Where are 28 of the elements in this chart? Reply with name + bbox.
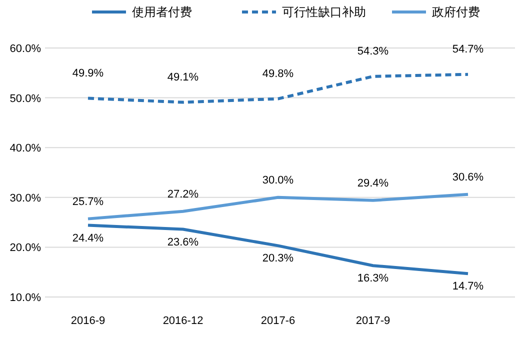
data-label: 49.9%: [72, 67, 104, 80]
y-tick-label: 20.0%: [10, 242, 42, 254]
legend-label: 政府付费: [432, 5, 480, 19]
data-label: 27.2%: [167, 188, 199, 200]
data-label: 54.3%: [357, 45, 389, 58]
data-label: 24.4%: [72, 232, 104, 244]
y-tick-label: 60.0%: [10, 43, 42, 55]
data-label: 23.6%: [167, 236, 199, 248]
y-tick-label: 30.0%: [10, 192, 42, 204]
x-tick-label: 2016-12: [162, 315, 204, 327]
data-label: 30.6%: [452, 171, 484, 184]
data-label: 29.4%: [357, 177, 389, 190]
data-label: 49.1%: [167, 71, 199, 84]
legend-label: 使用者付费: [132, 5, 192, 19]
x-tick-label: 2017-9: [356, 315, 390, 327]
data-label: 25.7%: [72, 196, 104, 208]
x-tick-label: 2016-9: [70, 315, 106, 327]
y-tick-label: 40.0%: [10, 142, 42, 155]
legend-label: 可行性缺口补助: [282, 5, 366, 19]
data-label: 16.3%: [357, 272, 389, 285]
y-tick-label: 50.0%: [10, 92, 42, 105]
data-label: 49.8%: [262, 68, 294, 80]
x-tick-label: 2017-6: [260, 315, 296, 327]
data-label: 20.3%: [262, 252, 294, 265]
y-tick-label: 10.0%: [10, 292, 42, 304]
data-label: 54.7%: [452, 43, 484, 56]
data-label: 14.7%: [452, 280, 484, 293]
data-label: 30.0%: [262, 174, 294, 186]
